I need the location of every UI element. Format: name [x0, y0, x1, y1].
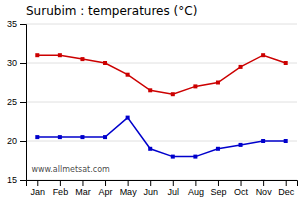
x-tick-mark: [105, 180, 106, 186]
y-tick: 15: [7, 175, 26, 185]
marker: [216, 147, 220, 151]
y-tick: 35: [7, 19, 26, 29]
grid-line: [26, 102, 297, 103]
grid-line: [26, 141, 297, 142]
marker: [126, 116, 130, 120]
marker: [193, 155, 197, 159]
series-line: [37, 118, 285, 157]
y-tick-label: 25: [7, 97, 17, 107]
x-tick-label: Aug: [188, 187, 204, 197]
x-tick: Sep: [210, 180, 226, 197]
x-tick-label: Nov: [256, 187, 273, 197]
x-tick: Dec: [278, 180, 295, 197]
y-tick-label: 20: [7, 136, 17, 146]
marker: [35, 53, 39, 57]
marker: [126, 73, 130, 77]
marks: [35, 53, 287, 158]
x-tick-mark: [218, 180, 219, 186]
x-tick-mark: [128, 180, 129, 186]
x-tick-label: Mar: [75, 187, 91, 197]
y-axis-line: [20, 25, 27, 181]
y-tick-mark: [20, 63, 26, 64]
marker: [58, 53, 62, 57]
marker: [284, 61, 288, 65]
x-tick: Nov: [256, 180, 273, 197]
x-tick-label: Jun: [143, 187, 158, 197]
watermark: www.allmetsat.com: [31, 165, 110, 174]
x-tick: May: [120, 180, 138, 197]
x-tick: Jan: [31, 180, 46, 197]
marker: [103, 61, 107, 65]
chart: 15 20 25 30 35 Jan Feb Mar Apr May Jun Jul Aug Sep Oct…: [0, 0, 305, 200]
x-tick-label: Apr: [99, 187, 113, 197]
marker: [35, 135, 39, 139]
marker: [239, 143, 243, 147]
grid: [26, 24, 297, 180]
marker: [261, 139, 265, 143]
plot: 15 20 25 30 35 Jan Feb Mar Apr May Jun Jul Aug Sep Oct…: [7, 19, 298, 197]
marker: [148, 147, 152, 151]
marker: [171, 92, 175, 96]
x-tick-label: Dec: [278, 187, 295, 197]
marker: [216, 81, 220, 85]
x-tick-mark: [150, 180, 151, 186]
marker: [239, 65, 243, 69]
x-tick: Aug: [188, 180, 204, 197]
y-tick: 30: [7, 58, 26, 68]
x-tick-mark: [241, 180, 242, 186]
y-tick-label: 30: [7, 58, 17, 68]
marker: [80, 57, 84, 61]
x-tick-mark: [195, 180, 196, 186]
marker: [148, 88, 152, 92]
x-tick: Jun: [143, 180, 158, 197]
y-tick: 25: [7, 97, 26, 107]
marker: [284, 139, 288, 143]
x-tick-label: Sep: [210, 187, 226, 197]
x-tick-mark: [37, 180, 38, 186]
y-tick-mark: [20, 180, 26, 181]
x-tick: Jul: [168, 180, 180, 197]
x-tick: Mar: [75, 180, 91, 197]
title: Surubim : temperatures (°C): [26, 4, 197, 18]
x-tick-mark: [173, 180, 174, 186]
x-tick-label: Jan: [31, 187, 46, 197]
x-tick-mark: [286, 180, 287, 186]
x-tick-mark: [82, 180, 83, 186]
marker: [80, 135, 84, 139]
x-tick: Apr: [99, 180, 113, 197]
grid-line: [26, 24, 297, 25]
x-tick-label: Jul: [168, 187, 180, 197]
marker: [58, 135, 62, 139]
marker: [193, 84, 197, 88]
x-tick: Oct: [234, 180, 249, 197]
x-axis-line: [27, 181, 298, 187]
x-axis: Jan Feb Mar Apr May Jun Jul Aug Sep Oct Nov Dec: [27, 180, 298, 197]
marker: [103, 135, 107, 139]
x-tick-mark: [60, 180, 61, 186]
x-tick-label: Oct: [234, 187, 249, 197]
marker: [261, 53, 265, 57]
y-tick-mark: [20, 102, 26, 103]
x-tick-label: May: [120, 187, 138, 197]
y-tick-label: 35: [7, 19, 17, 29]
x-tick-label: Feb: [53, 187, 69, 197]
x-tick-mark: [263, 180, 264, 186]
y-tick: 20: [7, 136, 26, 146]
series-line: [37, 55, 285, 94]
y-tick-mark: [20, 141, 26, 142]
grid-line: [26, 63, 297, 64]
x-tick: Feb: [53, 180, 69, 197]
y-tick-label: 15: [7, 175, 17, 185]
y-axis: 15 20 25 30 35: [7, 19, 27, 185]
y-tick-mark: [20, 24, 26, 25]
marker: [171, 155, 175, 159]
